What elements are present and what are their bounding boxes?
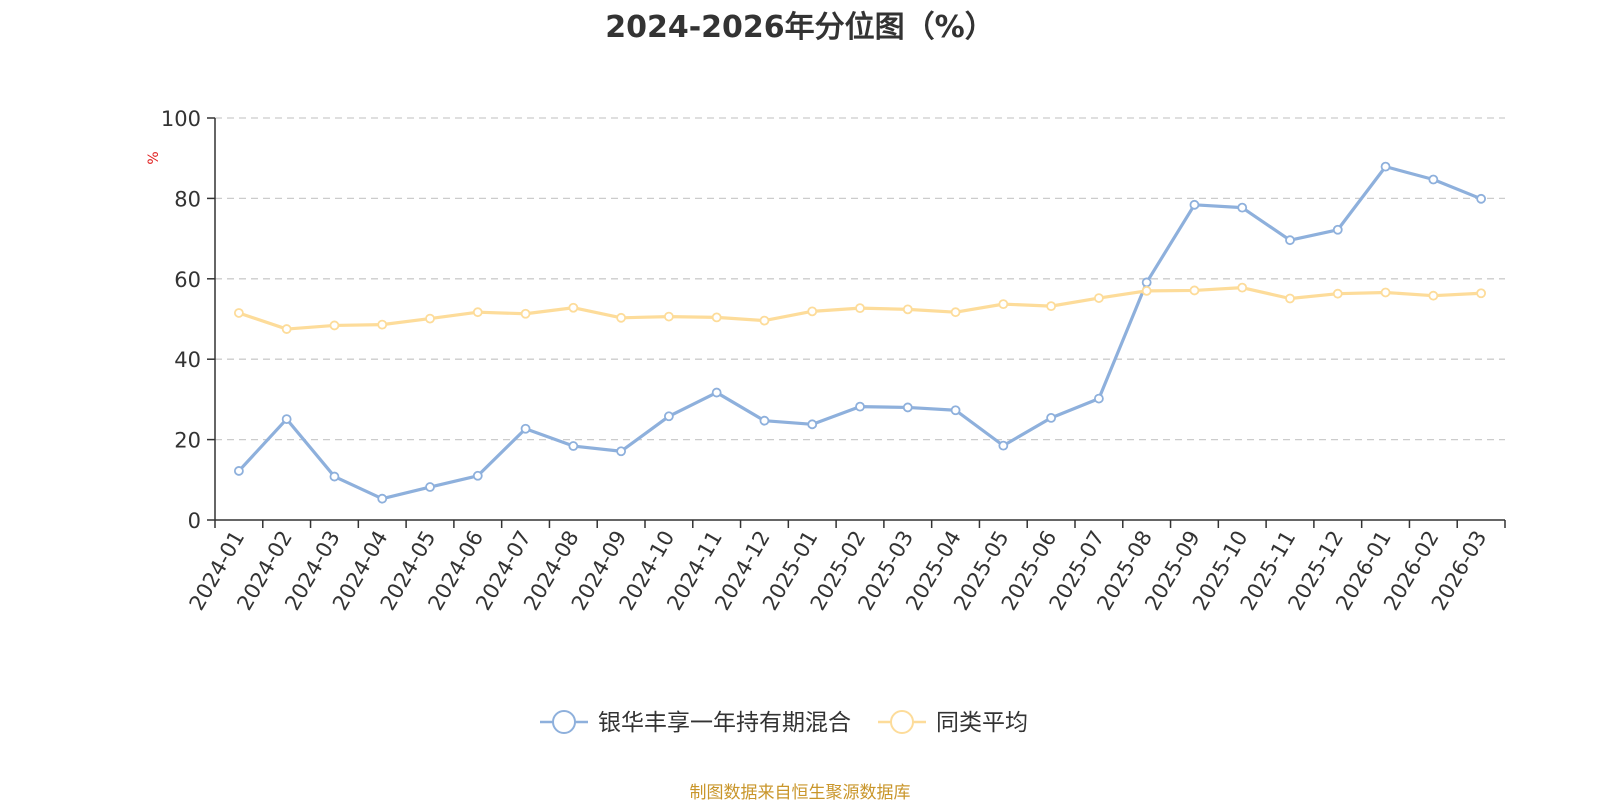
- data-point: [329, 471, 340, 482]
- data-point: [377, 319, 388, 330]
- legend-swatch-marker: [552, 710, 576, 734]
- data-point: [1380, 161, 1391, 172]
- y-tick-label: 40: [174, 348, 201, 372]
- data-point: [568, 302, 579, 313]
- data-point: [616, 446, 627, 457]
- data-point: [1237, 282, 1248, 293]
- data-point: [1285, 293, 1295, 304]
- data-point: [855, 303, 865, 314]
- data-point: [1093, 293, 1104, 303]
- data-point: [902, 402, 913, 413]
- data-point: [1046, 301, 1057, 312]
- data-point: [1046, 412, 1057, 423]
- legend-label: 银华丰享一年持有期混合: [598, 710, 851, 736]
- data-point: [329, 320, 340, 331]
- data-point: [281, 414, 292, 424]
- y-tick-label: 0: [188, 509, 201, 533]
- data-point: [998, 440, 1009, 451]
- data-point: [1093, 393, 1104, 404]
- chart-title: 2024-2026年分位图（%）: [605, 10, 995, 45]
- data-point: [1476, 193, 1487, 204]
- data-point: [711, 312, 722, 323]
- data-point: [902, 304, 913, 315]
- y-tick-label: 100: [161, 107, 201, 131]
- data-point: [377, 493, 388, 504]
- y-tick-label: 80: [174, 187, 201, 211]
- data-point: [950, 405, 961, 416]
- legend-swatch-marker: [890, 710, 914, 734]
- data-point: [759, 415, 770, 426]
- data-point: [807, 306, 818, 317]
- data-point: [520, 308, 531, 319]
- data-point: [663, 311, 674, 322]
- data-point: [425, 313, 435, 324]
- data-point: [855, 401, 865, 412]
- data-point: [472, 307, 483, 318]
- data-point: [616, 312, 627, 323]
- data-point: [663, 411, 674, 422]
- data-source-note: 制图数据来自恒生聚源数据库: [689, 783, 911, 800]
- y-tick-label: 20: [174, 429, 201, 453]
- data-point: [998, 299, 1009, 310]
- data-point: [1428, 290, 1439, 301]
- data-point: [1189, 199, 1200, 210]
- data-point: [950, 307, 961, 318]
- data-point: [425, 482, 435, 492]
- data-point: [759, 315, 770, 326]
- data-point: [1428, 174, 1439, 185]
- data-point: [1141, 285, 1152, 296]
- data-point: [568, 441, 579, 451]
- data-point: [1332, 224, 1343, 235]
- data-point: [1285, 235, 1295, 246]
- data-point: [1141, 277, 1152, 288]
- data-point: [1476, 288, 1487, 299]
- data-point: [233, 308, 244, 318]
- y-tick-label: 60: [174, 268, 201, 292]
- data-point: [1237, 202, 1248, 213]
- data-point: [1189, 285, 1200, 296]
- series-line: [237, 165, 1482, 501]
- data-point: [472, 470, 483, 481]
- data-point: [807, 419, 818, 430]
- data-point: [520, 423, 531, 434]
- data-point: [281, 324, 292, 334]
- legend-label: 同类平均: [936, 710, 1028, 736]
- data-point: [233, 466, 244, 476]
- data-point: [711, 387, 722, 398]
- y-axis-unit-label: %: [146, 151, 162, 164]
- data-point: [1332, 288, 1343, 299]
- data-point: [1380, 287, 1391, 298]
